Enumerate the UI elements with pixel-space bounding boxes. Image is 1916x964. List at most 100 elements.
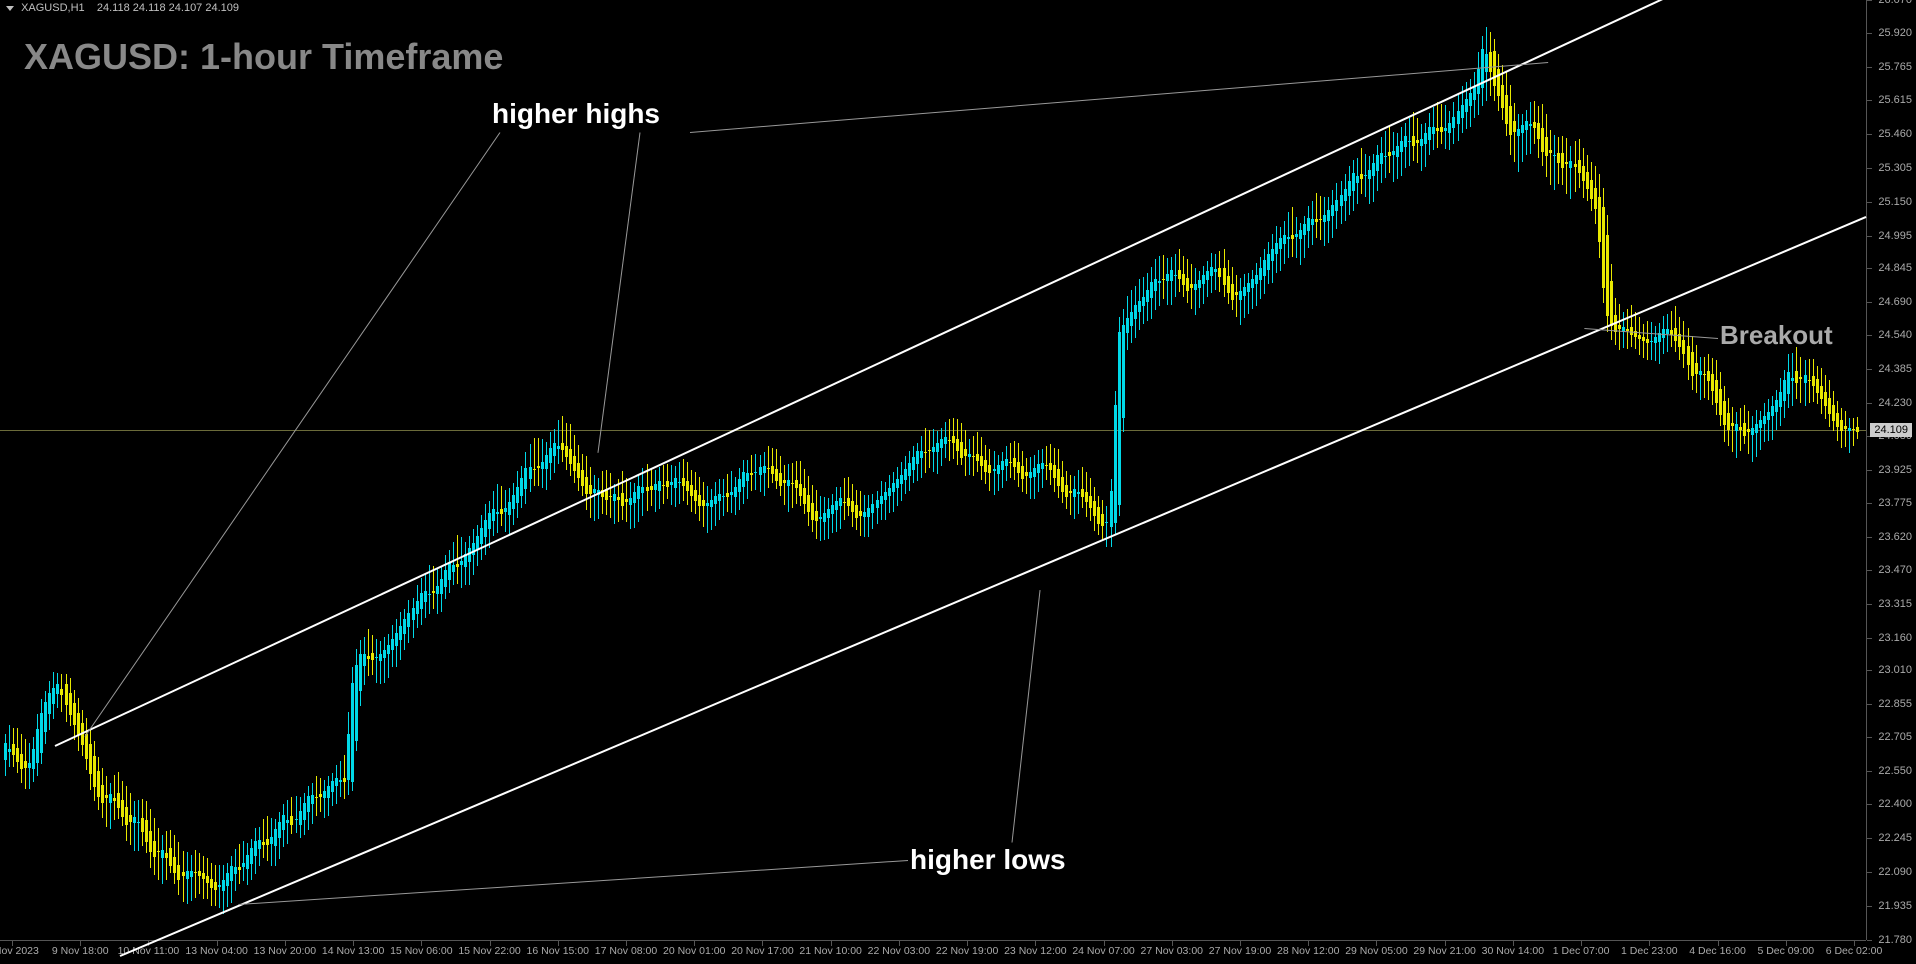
- y-tick-label: 24.385: [1878, 363, 1912, 375]
- y-tick-mark: [1867, 470, 1872, 471]
- x-tick-label: 29 Nov 21:00: [1413, 945, 1475, 957]
- y-tick-label: 22.245: [1878, 832, 1912, 844]
- y-tick-label: 22.400: [1878, 798, 1912, 810]
- x-tick-label: 17 Nov 08:00: [595, 945, 657, 957]
- x-tick-label: 29 Nov 05:00: [1345, 945, 1407, 957]
- y-tick-mark: [1867, 403, 1872, 404]
- x-tick-label: 15 Nov 22:00: [458, 945, 520, 957]
- chart-header: XAGUSD,H1 24.118 24.118 24.107 24.109: [6, 2, 239, 14]
- y-tick-mark: [1867, 570, 1872, 571]
- x-tick-label: 22 Nov 19:00: [936, 945, 998, 957]
- symbol-timeframe: XAGUSD,H1: [21, 2, 85, 14]
- annotation-text: Breakout: [1720, 320, 1833, 351]
- y-tick-label: 25.150: [1878, 196, 1912, 208]
- y-tick-mark: [1867, 838, 1872, 839]
- chart-plot-area[interactable]: higher highs higher lows Breakout: [0, 0, 1866, 940]
- y-tick-mark: [1867, 268, 1872, 269]
- x-tick-mark: [1376, 941, 1377, 946]
- y-tick-mark: [1867, 638, 1872, 639]
- y-tick-mark: [1867, 67, 1872, 68]
- y-tick-label: 22.855: [1878, 698, 1912, 710]
- x-tick-label: 13 Nov 04:00: [185, 945, 247, 957]
- x-tick-mark: [1308, 941, 1309, 946]
- y-tick-mark: [1867, 737, 1872, 738]
- x-tick-label: 28 Nov 12:00: [1277, 945, 1339, 957]
- y-tick-mark: [1867, 906, 1872, 907]
- y-tick-label: 25.765: [1878, 61, 1912, 73]
- x-tick-mark: [1240, 941, 1241, 946]
- x-tick-label: 23 Nov 12:00: [1004, 945, 1066, 957]
- x-tick-mark: [12, 941, 13, 946]
- y-tick-mark: [1867, 503, 1872, 504]
- x-tick-label: 1 Dec 07:00: [1553, 945, 1610, 957]
- y-tick-label: 23.315: [1878, 598, 1912, 610]
- time-axis: 9 Nov 20239 Nov 18:0010 Nov 11:0013 Nov …: [0, 940, 1866, 964]
- x-tick-label: 14 Nov 13:00: [322, 945, 384, 957]
- x-tick-label: 5 Dec 09:00: [1757, 945, 1814, 957]
- y-tick-mark: [1867, 872, 1872, 873]
- y-tick-label: 22.705: [1878, 731, 1912, 743]
- x-tick-mark: [1649, 941, 1650, 946]
- x-tick-mark: [626, 941, 627, 946]
- x-tick-mark: [1513, 941, 1514, 946]
- y-tick-label: 25.305: [1878, 162, 1912, 174]
- y-tick-mark: [1867, 236, 1872, 237]
- y-tick-label: 23.010: [1878, 664, 1912, 676]
- x-tick-mark: [353, 941, 354, 946]
- y-tick-mark: [1867, 0, 1872, 1]
- x-tick-mark: [1854, 941, 1855, 946]
- x-tick-mark: [1786, 941, 1787, 946]
- ohlc-readout: 24.118 24.118 24.107 24.109: [97, 2, 239, 14]
- y-tick-label: 23.470: [1878, 564, 1912, 576]
- y-tick-mark: [1867, 202, 1872, 203]
- candlestick-series: [0, 0, 1866, 940]
- x-tick-mark: [694, 941, 695, 946]
- y-tick-label: 23.925: [1878, 464, 1912, 476]
- x-tick-mark: [1445, 941, 1446, 946]
- y-tick-label: 22.090: [1878, 866, 1912, 878]
- x-tick-label: 13 Nov 20:00: [254, 945, 316, 957]
- x-tick-mark: [831, 941, 832, 946]
- x-tick-label: 20 Nov 01:00: [663, 945, 725, 957]
- x-tick-label: 16 Nov 15:00: [527, 945, 589, 957]
- x-tick-label: 1 Dec 23:00: [1621, 945, 1678, 957]
- x-tick-label: 22 Nov 03:00: [868, 945, 930, 957]
- y-tick-label: 26.070: [1878, 0, 1912, 6]
- x-tick-mark: [217, 941, 218, 946]
- y-tick-mark: [1867, 537, 1872, 538]
- y-tick-mark: [1867, 134, 1872, 135]
- y-tick-label: 23.620: [1878, 531, 1912, 543]
- annotation-text: higher lows: [910, 844, 1066, 876]
- current-price-badge: 24.109: [1870, 423, 1912, 437]
- y-tick-mark: [1867, 369, 1872, 370]
- x-tick-label: 24 Nov 07:00: [1072, 945, 1134, 957]
- x-tick-label: 9 Nov 18:00: [52, 945, 109, 957]
- x-tick-label: 15 Nov 06:00: [390, 945, 452, 957]
- y-tick-mark: [1867, 670, 1872, 671]
- x-tick-mark: [762, 941, 763, 946]
- x-tick-label: 30 Nov 14:00: [1482, 945, 1544, 957]
- dropdown-icon[interactable]: [6, 6, 14, 11]
- y-tick-label: 24.845: [1878, 262, 1912, 274]
- y-tick-label: 24.690: [1878, 296, 1912, 308]
- y-tick-label: 25.920: [1878, 27, 1912, 39]
- x-tick-mark: [1581, 941, 1582, 946]
- y-tick-mark: [1867, 804, 1872, 805]
- x-tick-label: 6 Dec 02:00: [1826, 945, 1883, 957]
- y-tick-label: 24.995: [1878, 230, 1912, 242]
- x-tick-label: 20 Nov 17:00: [731, 945, 793, 957]
- x-tick-mark: [80, 941, 81, 946]
- x-tick-mark: [558, 941, 559, 946]
- y-tick-label: 21.935: [1878, 900, 1912, 912]
- y-tick-mark: [1867, 100, 1872, 101]
- x-tick-mark: [490, 941, 491, 946]
- x-tick-mark: [967, 941, 968, 946]
- chart-title: XAGUSD: 1-hour Timeframe: [24, 36, 503, 78]
- y-tick-label: 21.780: [1878, 934, 1912, 946]
- y-tick-label: 25.460: [1878, 128, 1912, 140]
- y-tick-mark: [1867, 302, 1872, 303]
- y-tick-label: 24.540: [1878, 329, 1912, 341]
- annotation-text: higher highs: [492, 98, 660, 130]
- y-tick-label: 23.160: [1878, 632, 1912, 644]
- x-tick-mark: [899, 941, 900, 946]
